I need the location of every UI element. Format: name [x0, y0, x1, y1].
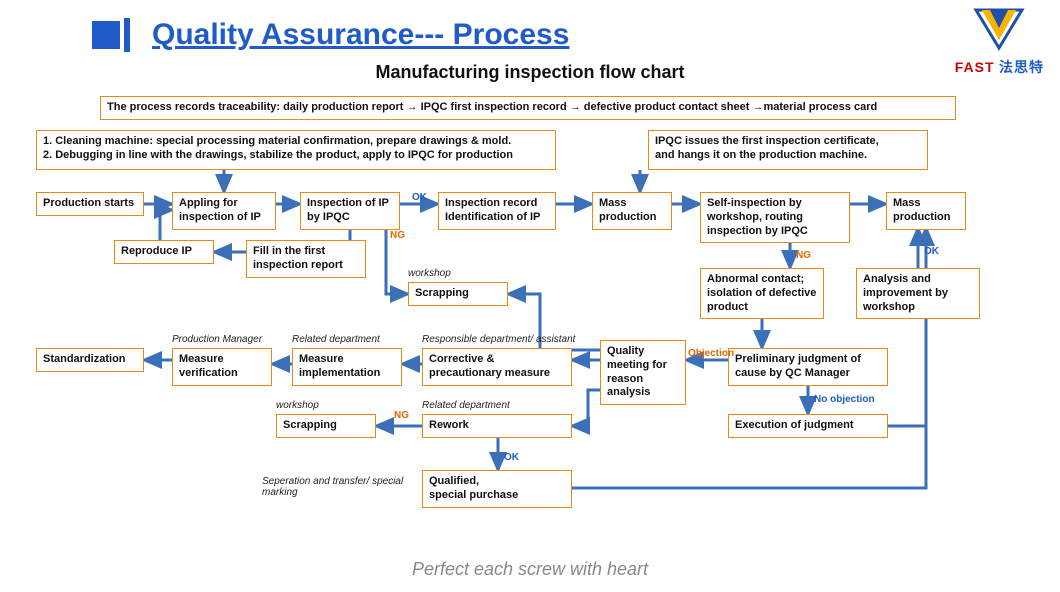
edge-label-analysis-mass2: OK — [924, 246, 939, 257]
brand-logo: FAST 法思特 — [955, 8, 1044, 77]
edge-exec-qualified — [888, 426, 926, 488]
node-exec: Execution of judgment — [728, 414, 888, 438]
node-insp: Inspection of IP by IPQC — [300, 192, 400, 230]
node-abnormal: Abnormal contact; isolation of defective… — [700, 268, 824, 319]
node-repro: Reproduce IP — [114, 240, 214, 264]
edge-label-insp-scrap1: NG — [390, 230, 405, 241]
node-prelim: Preliminary judgment of cause by QC Mana… — [728, 348, 888, 386]
node-apply: Appling for inspection of IP — [172, 192, 276, 230]
title-square-icon — [92, 21, 120, 49]
node-qualified: Qualified,special purchase — [422, 470, 572, 508]
node-trace: The process records traceability: daily … — [100, 96, 956, 120]
node-std: Standardization — [36, 348, 144, 372]
node-mass1: Mass production — [592, 192, 672, 230]
node-mass2: Mass production — [886, 192, 966, 230]
flowchart-stage: Quality Assurance--- Process Manufacturi… — [0, 0, 1060, 592]
tagline: Perfect each screw with heart — [0, 559, 1060, 580]
title-divider-icon — [124, 18, 130, 52]
edge-label-prelim-qmeeting: Objection — [688, 348, 734, 359]
edge-label-prelim-exec: No objection — [814, 394, 875, 405]
role-corrective: Responsible department/ assistant — [422, 334, 612, 345]
node-prep: 1. Cleaning machine: special processing … — [36, 130, 556, 170]
node-analysis: Analysis and improvement by workshop — [856, 268, 980, 319]
role-qualified: Seperation and transfer/ special marking — [262, 476, 412, 498]
node-rework: Rework — [422, 414, 572, 438]
node-selfinsp: Self-inspection by workshop, routing ins… — [700, 192, 850, 243]
role-rework: Related department — [422, 400, 612, 411]
logo-text: FAST — [955, 59, 995, 75]
edge-label-rework-qualified: OK — [504, 452, 519, 463]
edge-label-insp-record: OK — [412, 192, 427, 203]
page-subtitle: Manufacturing inspection flow chart — [0, 62, 1060, 83]
node-mimpl: Measure implementation — [292, 348, 402, 386]
node-fill: Fill in the first inspection report — [246, 240, 366, 278]
edge-label-selfinsp-abnormal: NG — [796, 250, 811, 261]
node-corrective: Corrective & precautionary measure — [422, 348, 572, 386]
title-bar: Quality Assurance--- Process — [92, 18, 569, 52]
role-mverify: Production Manager — [172, 334, 312, 345]
node-ipqccert: IPQC issues the first inspection certifi… — [648, 130, 928, 170]
node-qmeeting: Quality meeting for reason analysis — [600, 340, 686, 405]
node-scrap2: Scrapping — [276, 414, 376, 438]
page-title: Quality Assurance--- Process — [152, 18, 569, 52]
node-mverify: Measure verification — [172, 348, 272, 386]
logo-cn-text: 法思特 — [999, 59, 1044, 75]
edge-label-rework-scrap2: NG — [394, 410, 409, 421]
role-mimpl: Related department — [292, 334, 442, 345]
role-scrap1: workshop — [408, 268, 548, 279]
node-record: Inspection record Identification of IP — [438, 192, 556, 230]
node-pstart: Production starts — [36, 192, 144, 216]
node-scrap1: Scrapping — [408, 282, 508, 306]
